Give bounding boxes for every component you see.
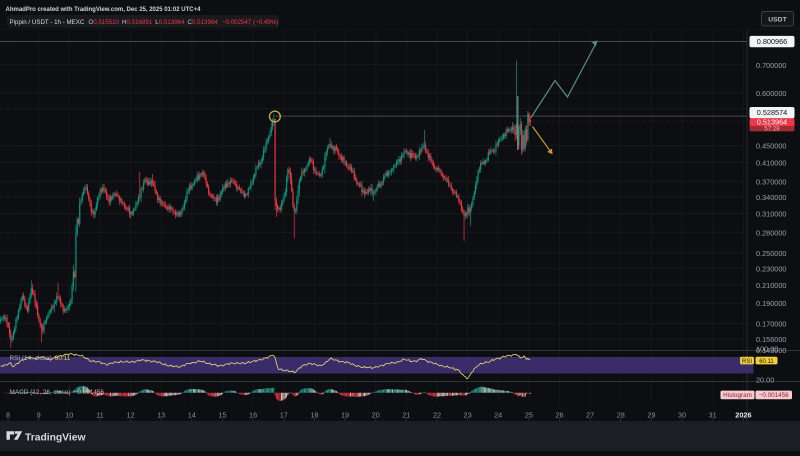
svg-text:0.250000: 0.250000 xyxy=(756,249,786,258)
svg-text:TradingView: TradingView xyxy=(25,433,86,444)
svg-text:0.210000: 0.210000 xyxy=(756,281,786,290)
svg-text:0.230000: 0.230000 xyxy=(756,264,786,273)
svg-text:57:28: 57:28 xyxy=(764,126,780,133)
svg-text:28: 28 xyxy=(617,411,625,420)
svg-text:0.410000: 0.410000 xyxy=(756,159,786,168)
svg-text:11: 11 xyxy=(96,411,104,420)
svg-text:0.528574: 0.528574 xyxy=(757,108,787,117)
svg-text:0.280000: 0.280000 xyxy=(756,228,786,237)
svg-text:RSI (14, close)60.11: RSI (14, close) 60.11 xyxy=(10,355,71,362)
svg-text:24: 24 xyxy=(494,411,502,420)
svg-text:60.11: 60.11 xyxy=(759,359,774,365)
svg-text:17: 17 xyxy=(280,411,288,420)
svg-text:AhmadPro created with TradingV: AhmadPro created with TradingView.com, D… xyxy=(6,7,202,13)
svg-text:0.600000: 0.600000 xyxy=(756,89,786,98)
svg-text:13: 13 xyxy=(157,411,165,420)
svg-text:100.00: 100.00 xyxy=(756,344,778,353)
svg-text:0.190000: 0.190000 xyxy=(756,299,786,308)
svg-text:0.370000: 0.370000 xyxy=(756,177,786,186)
svg-text:0.156000: 0.156000 xyxy=(756,335,786,344)
svg-text:18: 18 xyxy=(310,411,318,420)
svg-text:22: 22 xyxy=(433,411,441,420)
svg-text:30: 30 xyxy=(678,411,686,420)
svg-text:0.340000: 0.340000 xyxy=(756,193,786,202)
svg-text:RSI: RSI xyxy=(742,359,752,365)
svg-text:20.00: 20.00 xyxy=(756,376,774,385)
svg-text:25: 25 xyxy=(525,411,533,420)
svg-text:10: 10 xyxy=(65,411,73,420)
svg-text:16: 16 xyxy=(249,411,257,420)
svg-text:15: 15 xyxy=(218,411,226,420)
svg-text:31: 31 xyxy=(709,411,717,420)
svg-text:0.700000: 0.700000 xyxy=(756,61,786,70)
svg-text:20: 20 xyxy=(372,411,380,420)
svg-text:2026: 2026 xyxy=(735,411,751,420)
svg-text:12: 12 xyxy=(127,411,135,420)
svg-text:Histogram: Histogram xyxy=(723,392,752,399)
svg-text:19: 19 xyxy=(341,411,349,420)
svg-text:29: 29 xyxy=(647,411,655,420)
svg-text:0.143000: 0.143000 xyxy=(756,346,786,355)
svg-text:8: 8 xyxy=(6,411,10,420)
svg-text:27: 27 xyxy=(586,411,594,420)
svg-text:0.310000: 0.310000 xyxy=(756,210,786,219)
svg-text:0.450000: 0.450000 xyxy=(756,142,786,151)
svg-text:0.513964: 0.513964 xyxy=(757,117,787,126)
svg-text:23: 23 xyxy=(464,411,472,420)
svg-text:MACD (12, 26, close)−0.001456: MACD (12, 26, close) −0.001456 xyxy=(10,389,105,396)
svg-text:0.170000: 0.170000 xyxy=(756,320,786,329)
svg-text:USDT: USDT xyxy=(768,17,787,24)
svg-text:9: 9 xyxy=(37,411,41,420)
svg-text:14: 14 xyxy=(188,411,196,420)
svg-text:−0.001456: −0.001456 xyxy=(759,392,789,399)
svg-text:0.800966: 0.800966 xyxy=(757,37,787,46)
svg-text:26: 26 xyxy=(555,411,563,420)
svg-text:21: 21 xyxy=(402,411,410,420)
